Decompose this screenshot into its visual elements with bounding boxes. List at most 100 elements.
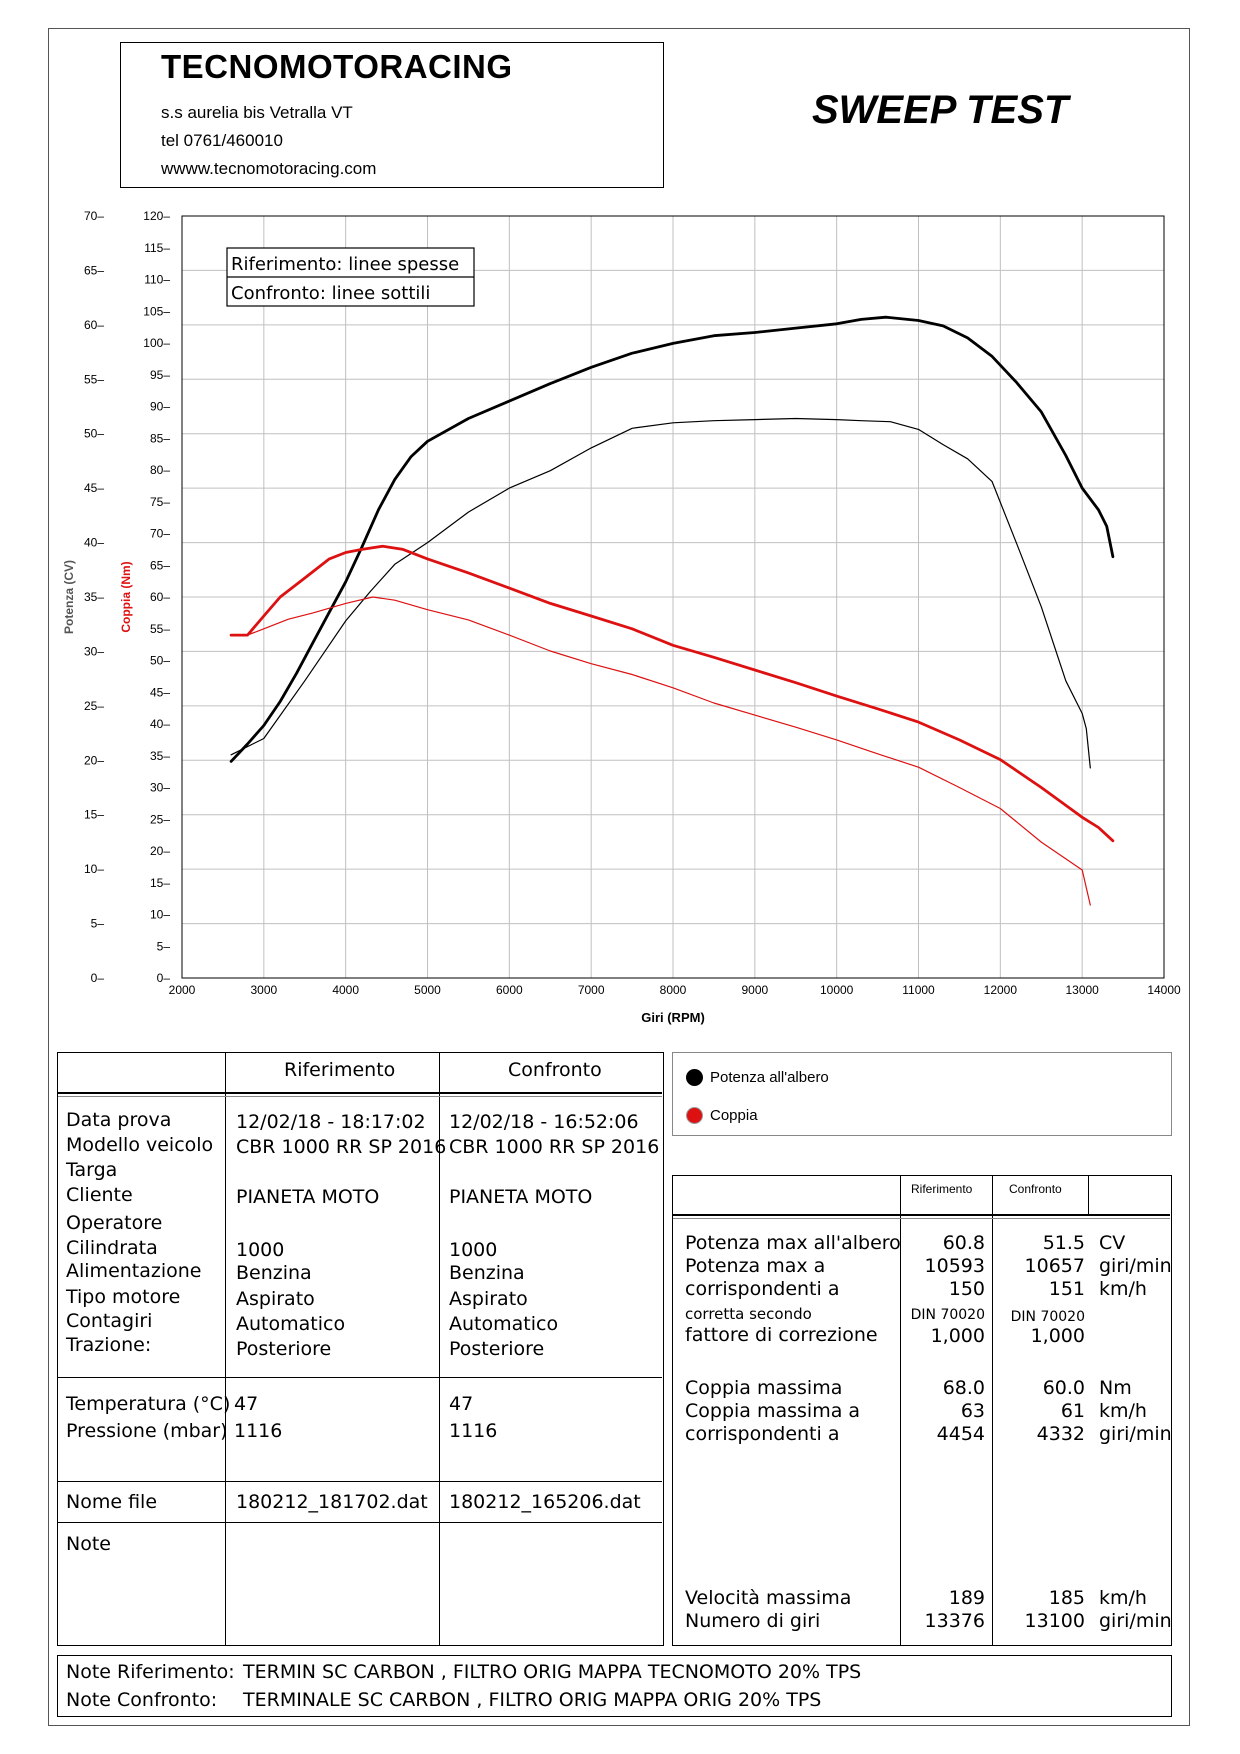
y-right-tick-label: 40–: [150, 717, 170, 731]
label-tipo-motore: Tipo motore: [66, 1286, 181, 1308]
unit-torque-rpm: giri/min: [1099, 1423, 1172, 1445]
ref-cilindrata: 1000: [236, 1239, 285, 1261]
y-axis-label-left: Potenza (CV): [62, 560, 76, 634]
conf-trazione: Posteriore: [449, 1338, 545, 1360]
power-curve-riferimento: [229, 315, 1115, 763]
y-right-tick-label: 60–: [150, 590, 170, 604]
label-trazione: Trazione:: [66, 1334, 152, 1356]
unit-power-max: CV: [1099, 1232, 1126, 1254]
label-nome-file: Nome file: [66, 1491, 158, 1513]
y-right-tick-label: 5–: [157, 939, 171, 953]
results-col-header-ref: Riferimento: [911, 1182, 973, 1196]
y-right-tick-label: 100–: [143, 336, 170, 350]
label-data-prova: Data prova: [66, 1109, 172, 1131]
x-tick-label: 12000: [984, 983, 1018, 997]
ref-data-prova: 12/02/18 - 18:17:02: [236, 1111, 426, 1133]
y-right-tick-label: 85–: [150, 431, 170, 445]
ref-speed: 189: [948, 1587, 985, 1609]
label-revs: Numero di giri: [685, 1610, 821, 1632]
y-left-tick-label: 70–: [84, 209, 104, 223]
y-right-tick-label: 110–: [144, 273, 170, 287]
y-right-tick-label: 30–: [150, 781, 170, 795]
y-left-tick-label: 50–: [84, 427, 104, 441]
y-right-tick-label: 70–: [150, 527, 170, 541]
y-left-tick-label: 10–: [84, 862, 104, 876]
y-right-tick-label: 95–: [150, 368, 170, 382]
power-legend-marker: [686, 1069, 703, 1086]
label-power-max: Potenza max all'albero: [685, 1232, 901, 1254]
y-right-tick-label: 80–: [150, 463, 170, 477]
chart-ticks: 2000 3000 4000 5000 6000 7000 8000 9000 10000 110…: [84, 209, 1181, 997]
unit-torque-max: Nm: [1099, 1377, 1132, 1399]
conf-temperatura: 47: [449, 1393, 474, 1415]
conf-torque-rpm: 4332: [1036, 1423, 1085, 1445]
note-conf-label: Note Confronto:: [66, 1689, 218, 1711]
legend-ref-text: Riferimento: linee spesse: [231, 254, 459, 275]
label-contagiri: Contagiri: [66, 1310, 153, 1332]
ref-trazione: Posteriore: [236, 1338, 332, 1360]
torque-legend-marker: [686, 1107, 703, 1124]
y-left-tick-label: 60–: [84, 318, 104, 332]
conf-cilindrata: 1000: [449, 1239, 498, 1261]
ref-corretta: DIN 70020: [910, 1307, 985, 1323]
y-right-tick-label: 20–: [150, 844, 170, 858]
y-left-tick-label: 15–: [84, 808, 104, 822]
x-tick-label: 13000: [1065, 983, 1099, 997]
results-table: Riferimento Confronto Potenza max all'al…: [672, 1175, 1172, 1646]
note-ref-label: Note Riferimento:: [66, 1661, 235, 1683]
conf-power-max: 51.5: [1042, 1232, 1085, 1254]
test-title: SWEEP TEST: [812, 88, 1069, 132]
series-legend: Potenza all'albero Coppia: [672, 1052, 1172, 1136]
y-right-tick-label: 45–: [150, 685, 170, 699]
y-left-tick-label: 55–: [84, 372, 104, 386]
conf-fattore: 1,000: [1030, 1325, 1085, 1347]
x-tick-label: 4000: [332, 983, 359, 997]
label-alimentazione: Alimentazione: [66, 1260, 202, 1282]
x-tick-label: 3000: [250, 983, 277, 997]
x-axis-label: Giri (RPM): [641, 1010, 705, 1025]
company-website: wwww.tecnomotoracing.com: [161, 159, 377, 178]
label-power-kmh: corrispondenti a: [685, 1278, 840, 1300]
company-info-box: TECNOMOTORACING s.s aurelia bis Vetralla…: [120, 42, 664, 188]
plot-area: [181, 215, 1165, 979]
y-right-tick-label: 115–: [144, 241, 170, 255]
dyno-chart: 2000 3000 4000 5000 6000 7000 8000 9000 10000 110…: [62, 209, 1181, 1025]
company-address: s.s aurelia bis Vetralla VT: [161, 103, 353, 122]
note-conf-text: TERMINALE SC CARBON , FILTRO ORIG MAPPA …: [243, 1689, 822, 1711]
label-torque-kmh: Coppia massima a: [685, 1400, 861, 1422]
label-temperatura: Temperatura (°C): [66, 1393, 231, 1415]
ref-torque-max: 68.0: [942, 1377, 985, 1399]
y-right-tick-label: 55–: [150, 622, 170, 636]
ref-power-max: 60.8: [942, 1232, 985, 1254]
conf-data-prova: 12/02/18 - 16:52:06: [449, 1111, 639, 1133]
y-left-tick-label: 40–: [84, 536, 104, 550]
unit-torque-kmh: km/h: [1099, 1400, 1147, 1422]
test-col-header-ref: Riferimento: [284, 1059, 396, 1081]
power-legend-label: Potenza all'albero: [710, 1069, 829, 1086]
label-power-rpm: Potenza max a: [685, 1255, 826, 1277]
y-right-tick-label: 15–: [150, 876, 170, 890]
y-axis-label-right: Coppia (Nm): [119, 561, 133, 632]
y-right-tick-label: 10–: [150, 908, 170, 922]
ref-torque-rpm: 4454: [936, 1423, 985, 1445]
ref-modello: CBR 1000 RR SP 2016: [236, 1136, 447, 1158]
y-left-tick-label: 0–: [91, 971, 105, 985]
x-tick-label: 5000: [414, 983, 441, 997]
label-note: Note: [66, 1533, 111, 1555]
ref-contagiri: Automatico: [236, 1313, 346, 1335]
conf-torque-max: 60.0: [1042, 1377, 1085, 1399]
ref-torque-kmh: 63: [960, 1400, 985, 1422]
x-tick-label: 2000: [169, 983, 196, 997]
label-torque-rpm: corrispondenti a: [685, 1423, 840, 1445]
y-left-tick-label: 45–: [84, 481, 104, 495]
note-ref-text: TERMIN SC CARBON , FILTRO ORIG MAPPA TEC…: [243, 1661, 862, 1683]
y-left-tick-label: 65–: [84, 263, 104, 277]
legend-conf-text: Confronto: linee sottili: [231, 283, 430, 304]
ref-power-rpm: 10593: [924, 1255, 985, 1277]
conf-cliente: PIANETA MOTO: [449, 1186, 593, 1208]
conf-power-kmh: 151: [1048, 1278, 1085, 1300]
y-right-tick-label: 105–: [143, 304, 170, 318]
y-right-tick-label: 0–: [157, 971, 171, 985]
torque-curve-riferimento: [229, 544, 1115, 843]
x-tick-label: 14000: [1147, 983, 1181, 997]
